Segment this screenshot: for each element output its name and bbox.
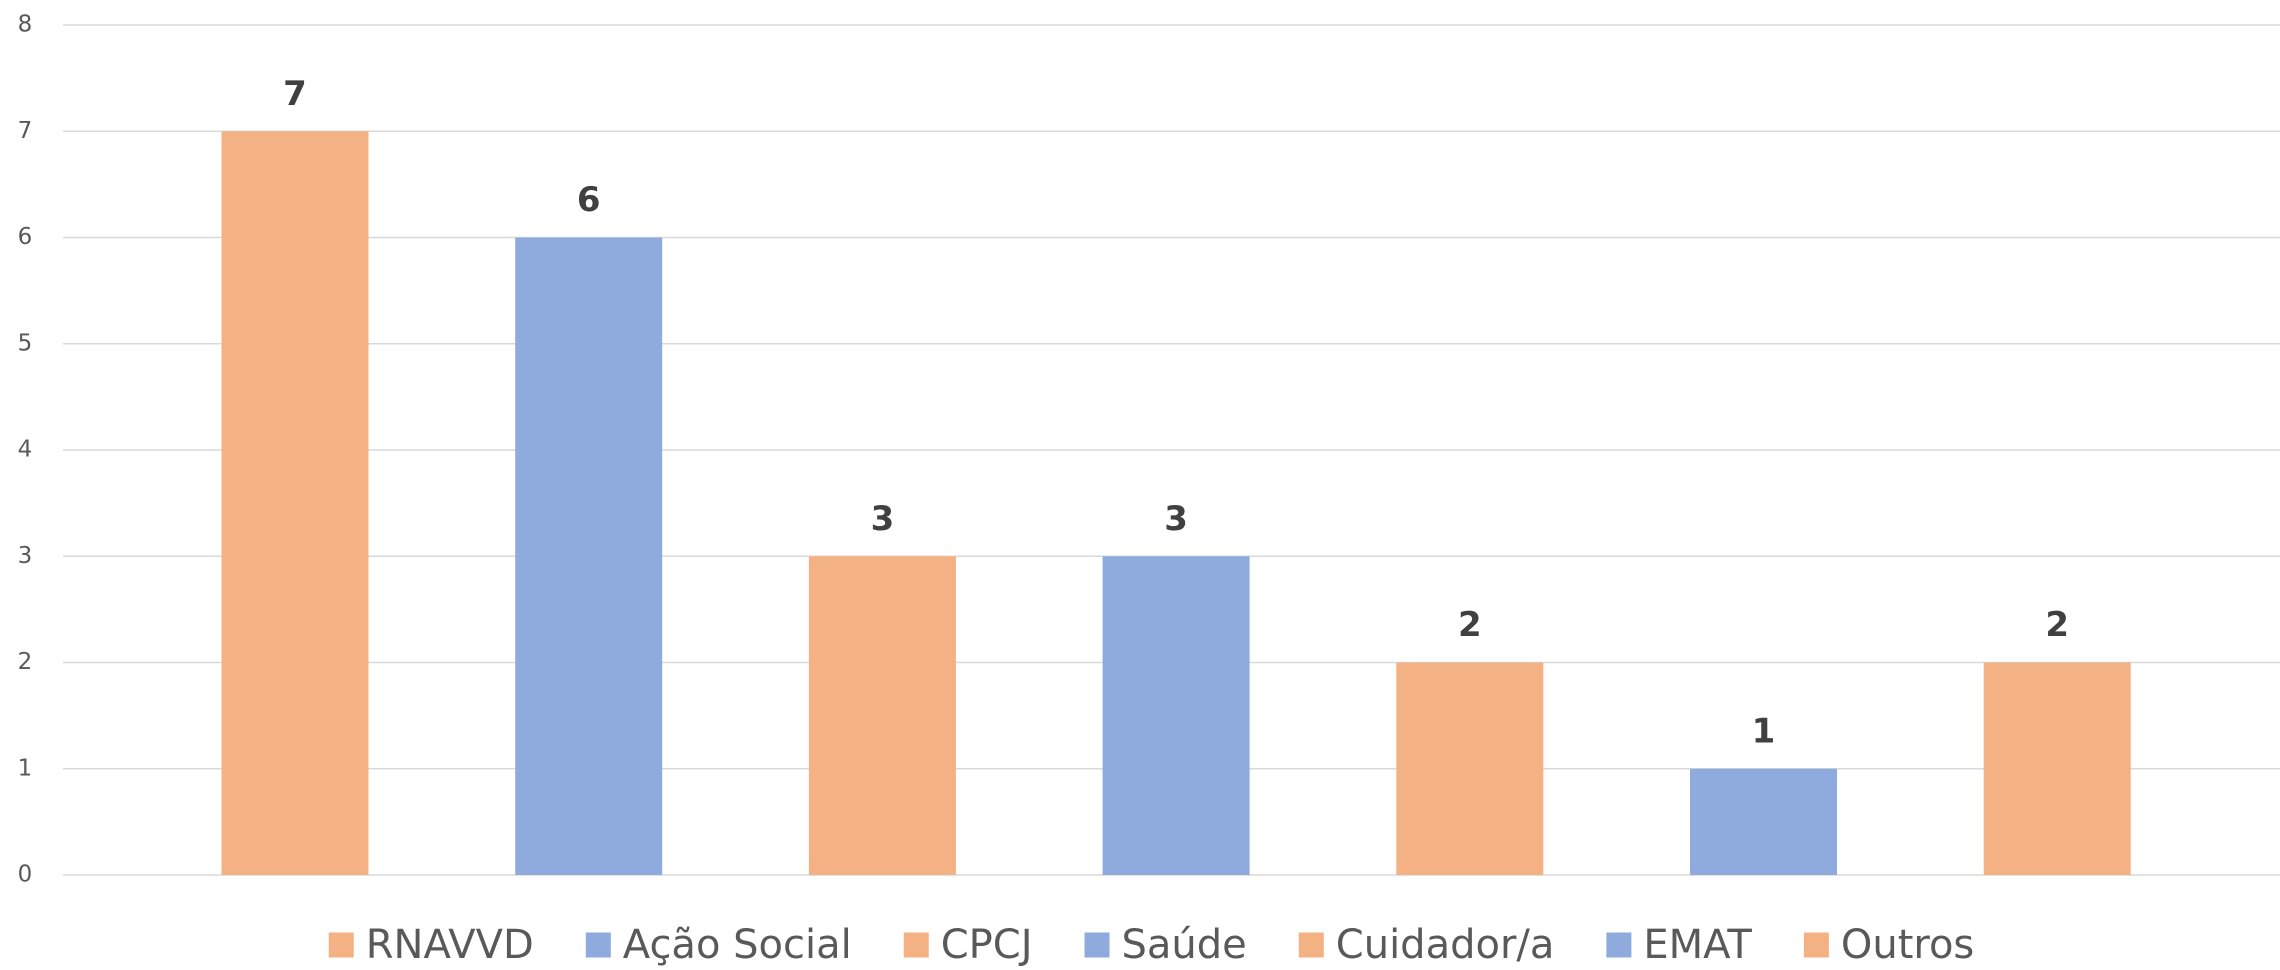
legend-swatch bbox=[1298, 932, 1324, 958]
bar bbox=[1690, 768, 1837, 875]
bar bbox=[1983, 662, 2131, 875]
data-label: 6 bbox=[577, 180, 601, 220]
y-tick-label: 1 bbox=[18, 755, 33, 781]
y-tick-label: 6 bbox=[18, 224, 33, 250]
legend-label: Outros bbox=[1841, 922, 1974, 968]
legend-label: Ação Social bbox=[623, 922, 852, 968]
y-tick-label: 2 bbox=[18, 649, 33, 675]
data-label: 3 bbox=[871, 499, 895, 539]
bar bbox=[1102, 556, 1250, 875]
data-label: 1 bbox=[1752, 711, 1776, 751]
data-label: 3 bbox=[1164, 499, 1188, 539]
legend-label: Cuidador/a bbox=[1336, 922, 1555, 968]
bar bbox=[1396, 662, 1544, 875]
legend-label: EMAT bbox=[1643, 922, 1752, 968]
bar bbox=[515, 237, 663, 875]
legend-swatch bbox=[328, 932, 354, 958]
legend-swatch bbox=[903, 932, 929, 958]
bar bbox=[221, 131, 369, 875]
data-label: 7 bbox=[283, 74, 307, 114]
legend-label: RNAVVD bbox=[366, 922, 534, 968]
legend-swatch bbox=[1803, 932, 1829, 958]
y-tick-label: 7 bbox=[18, 118, 33, 144]
data-label: 2 bbox=[2045, 605, 2069, 645]
y-tick-label: 3 bbox=[18, 543, 33, 569]
legend-swatch bbox=[1084, 932, 1110, 958]
y-tick-label: 0 bbox=[18, 862, 33, 888]
legend-label: Saúde bbox=[1122, 922, 1247, 968]
legend-swatch bbox=[1606, 932, 1632, 958]
data-label: 2 bbox=[1458, 605, 1482, 645]
legend-swatch bbox=[585, 932, 611, 958]
y-tick-label: 4 bbox=[18, 437, 33, 463]
bar bbox=[808, 556, 956, 875]
legend-label: CPCJ bbox=[941, 922, 1033, 968]
y-tick-label: 8 bbox=[18, 12, 33, 38]
y-tick-label: 5 bbox=[18, 330, 33, 356]
